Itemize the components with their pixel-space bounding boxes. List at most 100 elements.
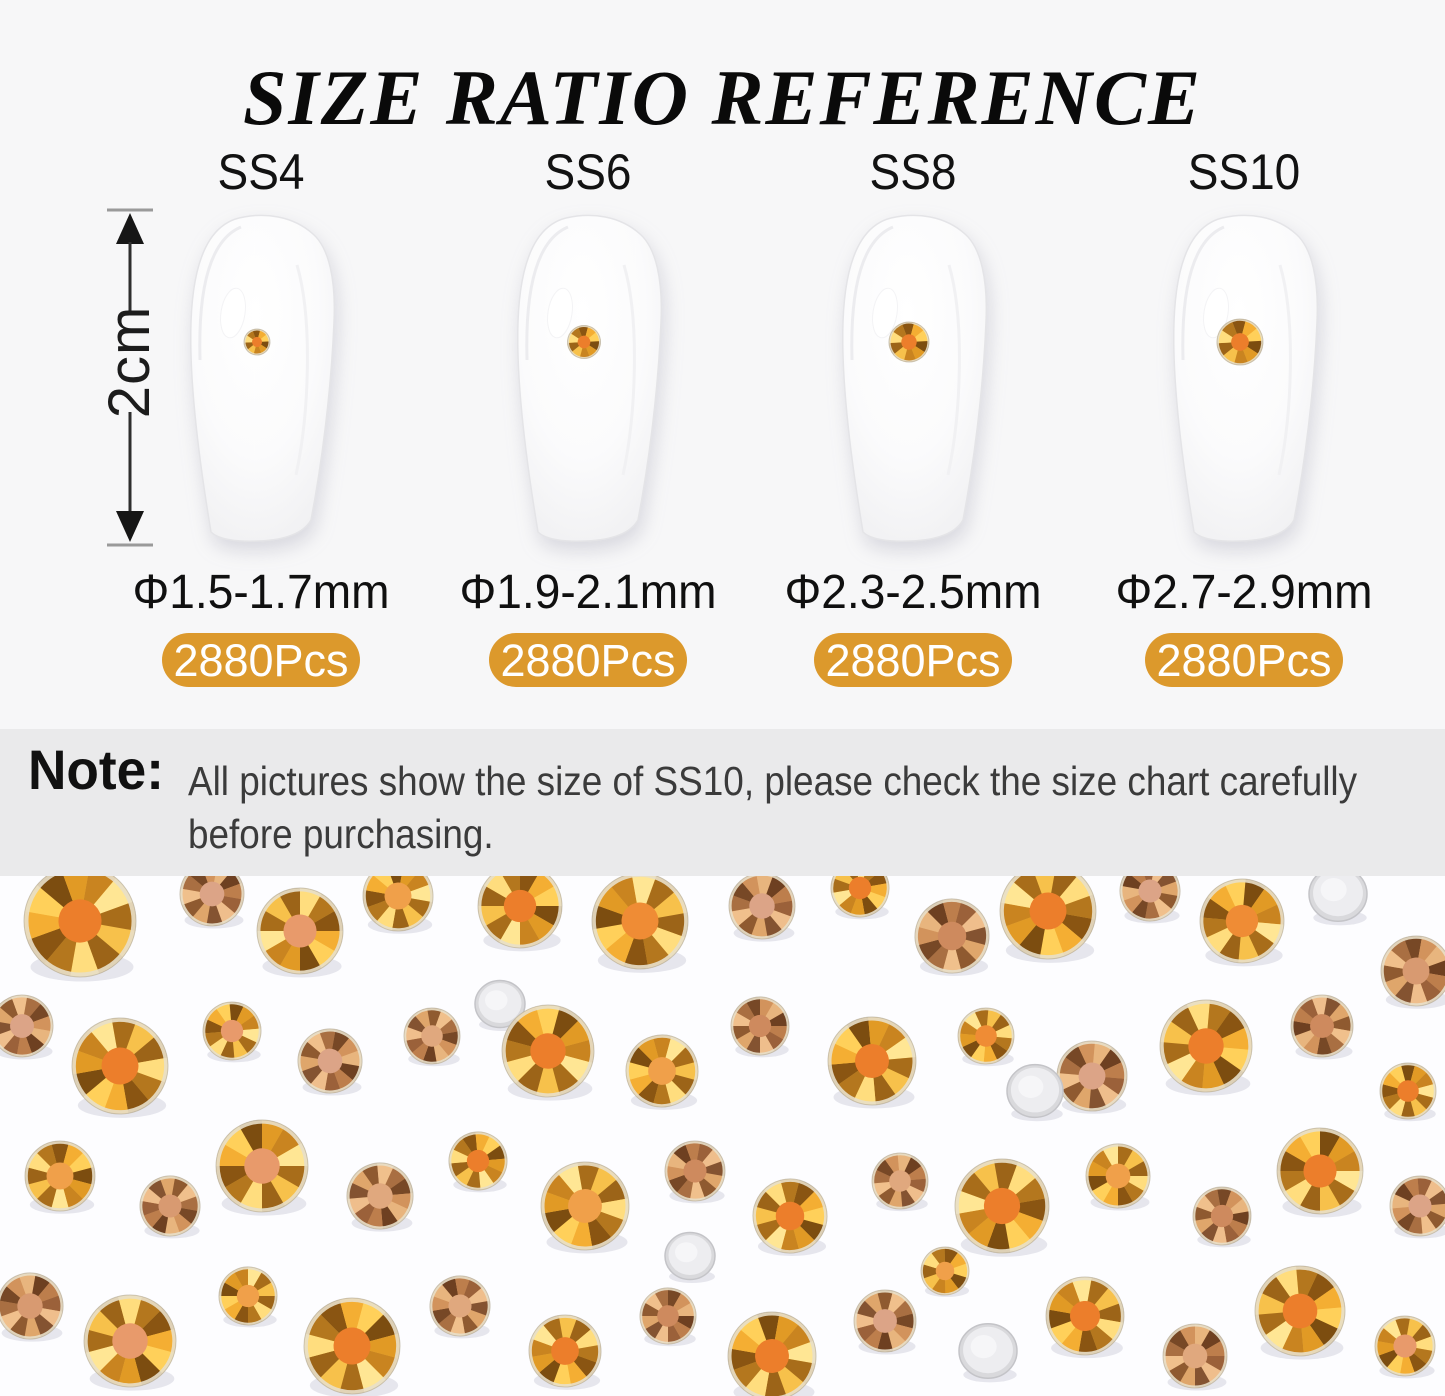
stone-table xyxy=(448,1294,472,1318)
rhinestone-icon xyxy=(303,1297,401,1396)
rhinestone-icon xyxy=(920,1246,970,1297)
back-disc-sheen xyxy=(970,1335,997,1359)
stone-table xyxy=(1225,904,1259,938)
stone-facet xyxy=(859,882,889,898)
stone-table xyxy=(983,1187,1021,1225)
stone-edge xyxy=(1276,1127,1364,1215)
rhinestone-icon xyxy=(71,1017,169,1118)
size-label: SS8 xyxy=(869,144,957,200)
stone-facet xyxy=(579,342,590,359)
stone-facets xyxy=(448,1131,508,1191)
stone-facet xyxy=(1078,1316,1099,1355)
stone-facet xyxy=(772,1340,816,1364)
stone-facet xyxy=(430,1295,460,1312)
rhinestone-icon xyxy=(957,1007,1015,1067)
stone-table xyxy=(421,1025,443,1047)
stone-table xyxy=(855,1044,889,1078)
back-disc-sheen xyxy=(675,1242,698,1263)
stone-edge xyxy=(727,1311,817,1396)
stone-table xyxy=(244,1148,280,1184)
stone-facets xyxy=(664,1140,726,1202)
stone-facet xyxy=(945,1263,969,1279)
stone-table xyxy=(873,1309,897,1333)
stone-facet xyxy=(790,1206,828,1226)
note-banner: Note: All pictures show the size of SS10… xyxy=(0,729,1445,876)
stone-edge xyxy=(853,1289,917,1353)
stone-edge xyxy=(591,872,689,970)
stone-table xyxy=(621,902,659,940)
stone-facets xyxy=(403,1007,461,1065)
stone-rim xyxy=(828,1016,917,1106)
stone-table xyxy=(1397,1080,1419,1102)
rhinestone-icon xyxy=(23,864,137,982)
note-text-line: before purchasing. xyxy=(188,811,494,857)
stone-edge xyxy=(1379,1062,1437,1120)
stone-facet xyxy=(569,1206,593,1250)
stone-facet xyxy=(1400,1062,1416,1091)
rhinestone-icon xyxy=(1379,1062,1437,1122)
stone-edge xyxy=(218,1266,278,1326)
stone-facet xyxy=(24,911,80,941)
stone-edge xyxy=(827,1016,917,1106)
stone-facet xyxy=(695,1160,725,1177)
stone-rim xyxy=(753,1178,828,1253)
stone-facet xyxy=(30,1294,63,1312)
nail-body xyxy=(1173,214,1319,542)
stone-edge xyxy=(1216,318,1264,366)
stone-facet xyxy=(577,1162,601,1206)
rhinestone-icon xyxy=(1290,994,1354,1060)
stone-facet xyxy=(60,865,90,921)
stone-facets xyxy=(297,1028,363,1094)
stone-facet xyxy=(548,1039,594,1063)
stone-facet xyxy=(1399,1346,1416,1376)
stone-facets xyxy=(429,1275,491,1337)
stone-rim xyxy=(1375,1316,1436,1377)
stone-facet xyxy=(952,926,990,946)
size-label: SS4 xyxy=(217,144,305,200)
stone-facet xyxy=(422,1036,437,1064)
stone-facet xyxy=(84,1329,130,1353)
stone-edge xyxy=(139,1175,201,1237)
rhinestone-icon xyxy=(24,1140,96,1214)
rhinestone-icon xyxy=(888,321,930,363)
stone-rim xyxy=(955,1158,1049,1253)
stone-table xyxy=(317,1048,343,1074)
stone-table xyxy=(568,1189,602,1223)
stone-edge xyxy=(1085,1143,1151,1209)
stone-facets xyxy=(23,864,137,978)
count-badge: 2880Pcs xyxy=(814,633,1012,687)
ruler-arrow xyxy=(100,206,160,553)
stone-facet xyxy=(1409,971,1428,1006)
stone-facet xyxy=(689,1171,706,1201)
back-disc-sheen xyxy=(485,990,508,1011)
stone-facet xyxy=(1071,1277,1092,1316)
back-disc-sheen xyxy=(1018,1075,1044,1098)
stone-table xyxy=(1105,1163,1131,1189)
note-text: All pictures show the size of SS10, plea… xyxy=(188,755,1357,861)
stone-facet xyxy=(363,889,398,908)
stone-facet xyxy=(662,1061,699,1081)
stone-facets xyxy=(888,321,930,363)
stone-facets xyxy=(727,1311,817,1396)
stone-rim xyxy=(1276,1127,1363,1214)
stone-facet xyxy=(729,894,762,912)
stone-facets xyxy=(528,1314,602,1388)
diameter-label: Φ1.9-2.1mm xyxy=(459,566,717,619)
nail-right-sheen xyxy=(1277,264,1292,476)
stone-facet xyxy=(623,921,649,969)
stone-facet xyxy=(625,1061,662,1081)
rhinestone-icon xyxy=(914,898,990,976)
stone-facet xyxy=(1231,319,1246,342)
stone-facets xyxy=(71,1017,169,1115)
stone-rim xyxy=(626,1035,699,1108)
stone-edge xyxy=(730,996,790,1056)
stone-edge xyxy=(1045,1276,1125,1356)
nail-tip-image xyxy=(517,214,663,542)
rhinestone-icon xyxy=(999,862,1097,963)
stone-edge xyxy=(1389,1175,1445,1237)
rhinestones-photo-graphic xyxy=(0,858,1445,1396)
stone-facet xyxy=(80,901,136,931)
stone-facet xyxy=(16,1026,33,1057)
stone-table xyxy=(158,1194,182,1218)
stone-facet xyxy=(1222,1210,1251,1226)
